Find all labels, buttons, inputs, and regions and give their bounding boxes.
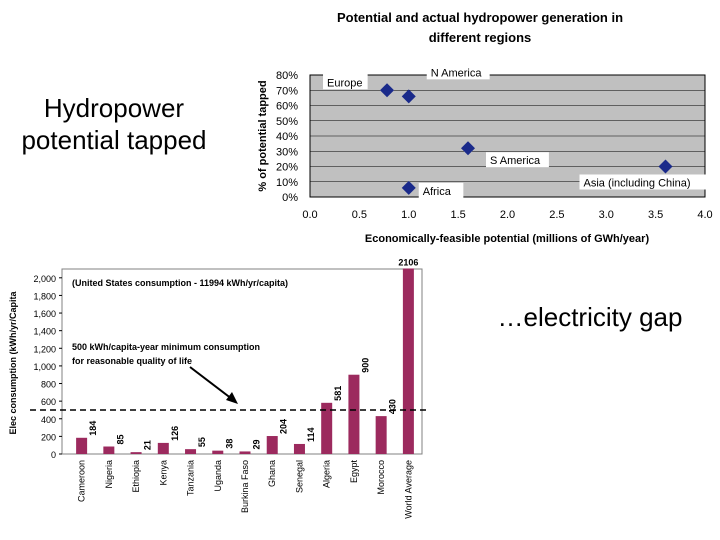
- bar-value-label: 38: [224, 439, 234, 449]
- scatter-title-line1: Potential and actual hydropower generati…: [337, 10, 623, 25]
- bar-category-label: Uganda: [213, 460, 223, 492]
- scatter-ytick-label: 80%: [276, 70, 298, 82]
- scatter-point-label: Africa: [423, 186, 452, 198]
- threshold-arrowhead: [226, 392, 238, 404]
- bar-category-label: Algeria: [322, 460, 332, 488]
- scatter-xtick-label: 0.5: [352, 209, 367, 221]
- scatter-ytick-label: 0%: [282, 192, 298, 204]
- bar: [157, 442, 169, 454]
- bar-value-label: 29: [252, 439, 262, 449]
- bar-ytick-label: 1,200: [33, 344, 56, 354]
- bar: [103, 446, 115, 454]
- bar-category-label: Egypt: [349, 460, 359, 484]
- bar-value-label: 21: [143, 440, 153, 450]
- bar-value-label: 114: [306, 427, 316, 442]
- scatter-point-label: Asia (including China): [584, 178, 691, 190]
- bar-category-label: Cameroon: [77, 460, 87, 502]
- bar: [266, 436, 278, 454]
- bar-ytick-label: 1,400: [33, 327, 56, 337]
- scatter-ytick-label: 60%: [276, 101, 298, 113]
- bar: [402, 268, 414, 454]
- bar-ytick-label: 1,600: [33, 309, 56, 319]
- scatter-point: [461, 141, 475, 156]
- bar: [212, 450, 224, 454]
- bar-ytick-label: 1,000: [33, 362, 56, 372]
- bar-value-label: 2106: [398, 257, 418, 267]
- scatter-point: [380, 83, 395, 98]
- bar-category-label: Senegal: [294, 460, 304, 493]
- scatter-title-line2: different regions: [429, 30, 532, 45]
- bar-category-label: Morocco: [376, 460, 386, 495]
- bar: [293, 443, 305, 454]
- scatter-ytick-label: 10%: [276, 177, 298, 189]
- bar: [375, 416, 387, 454]
- bar-ytick-label: 0: [51, 450, 56, 460]
- scatter-point: [401, 180, 416, 195]
- threshold-note-line2: for reasonable quality of life: [72, 356, 192, 366]
- scatter-ytick-label: 40%: [276, 131, 298, 143]
- bar-category-label: Tanzania: [186, 460, 196, 496]
- scatter-ytick-label: 50%: [276, 116, 298, 128]
- bar-value-label: 85: [115, 434, 125, 444]
- bar-category-label: Ghana: [267, 460, 277, 487]
- bar-value-label: 581: [333, 386, 343, 401]
- scatter-label-box: [323, 74, 368, 90]
- scatter-xtick-label: 3.0: [599, 209, 614, 221]
- scatter-chart: Potential and actual hydropower generati…: [257, 10, 720, 245]
- scatter-xtick-label: 3.5: [648, 209, 663, 221]
- scatter-xtick-label: 1.5: [450, 209, 465, 221]
- bar: [130, 452, 142, 454]
- bar-value-label: 204: [279, 419, 289, 434]
- bar-ytick-label: 2,000: [33, 274, 56, 284]
- scatter-label-box: [486, 152, 549, 168]
- bar: [321, 402, 333, 454]
- scatter-point-label: S America: [490, 155, 541, 167]
- bar-category-label: Burkina Faso: [240, 460, 250, 513]
- scatter-ytick-label: 30%: [276, 146, 298, 158]
- bar-value-label: 126: [170, 426, 180, 441]
- bar-ytick-label: 1,800: [33, 291, 56, 301]
- scatter-xlabel: Economically-feasible potential (million…: [365, 233, 650, 245]
- bar-value-label: 184: [88, 421, 98, 436]
- bar: [185, 449, 197, 454]
- bar-ytick-label: 800: [41, 380, 56, 390]
- right-heading: …electricity gap: [497, 302, 683, 332]
- scatter-label-box: [426, 64, 490, 80]
- threshold-note-line1: 500 kWh/capita-year minimum consumption: [72, 342, 260, 352]
- threshold-arrow: [189, 366, 233, 400]
- bar-category-label: World Average: [403, 460, 413, 519]
- bar-category-label: Ethiopia: [131, 460, 141, 493]
- bar-value-label: 430: [388, 399, 398, 414]
- scatter-xtick-label: 4.0: [697, 209, 712, 221]
- bar: [239, 451, 251, 454]
- scatter-label-box: [418, 182, 464, 198]
- scatter-xtick-label: 0.0: [302, 209, 317, 221]
- scatter-ylabel: % of potential tapped: [257, 80, 269, 191]
- bar-category-label: Kenya: [158, 460, 168, 486]
- bar-plot-area: [61, 268, 423, 455]
- scatter-point-label: Europe: [327, 77, 362, 89]
- bar-ytick-label: 600: [41, 397, 56, 407]
- scatter-xtick-label: 2.5: [549, 209, 564, 221]
- scatter-label-box: [579, 174, 720, 190]
- bar: [76, 437, 88, 454]
- bar: [348, 374, 360, 454]
- bar-ytick-label: 200: [41, 432, 56, 442]
- bar-value-label: 900: [360, 358, 370, 373]
- us-consumption-note: (United States consumption - 11994 kWh/y…: [72, 278, 288, 288]
- bar-ytick-label: 400: [41, 415, 56, 425]
- scatter-point-label: N America: [431, 67, 483, 79]
- bar-value-label: 55: [197, 437, 207, 447]
- scatter-ytick-label: 70%: [276, 85, 298, 97]
- scatter-xtick-label: 1.0: [401, 209, 416, 221]
- scatter-ytick-label: 20%: [276, 162, 298, 174]
- left-heading: Hydropower potential tapped: [21, 93, 207, 155]
- bar-category-label: Nigeria: [104, 460, 114, 489]
- bar-chart: 0 200 400 600 800 1,000 1,200 1,400 1,600 1,800 2,…: [8, 257, 430, 519]
- bar-ylabel: Elec consumption (kWh/yr/Capita: [8, 291, 18, 435]
- scatter-point: [658, 159, 673, 174]
- scatter-point: [401, 89, 416, 104]
- scatter-xtick-label: 2.0: [500, 209, 515, 221]
